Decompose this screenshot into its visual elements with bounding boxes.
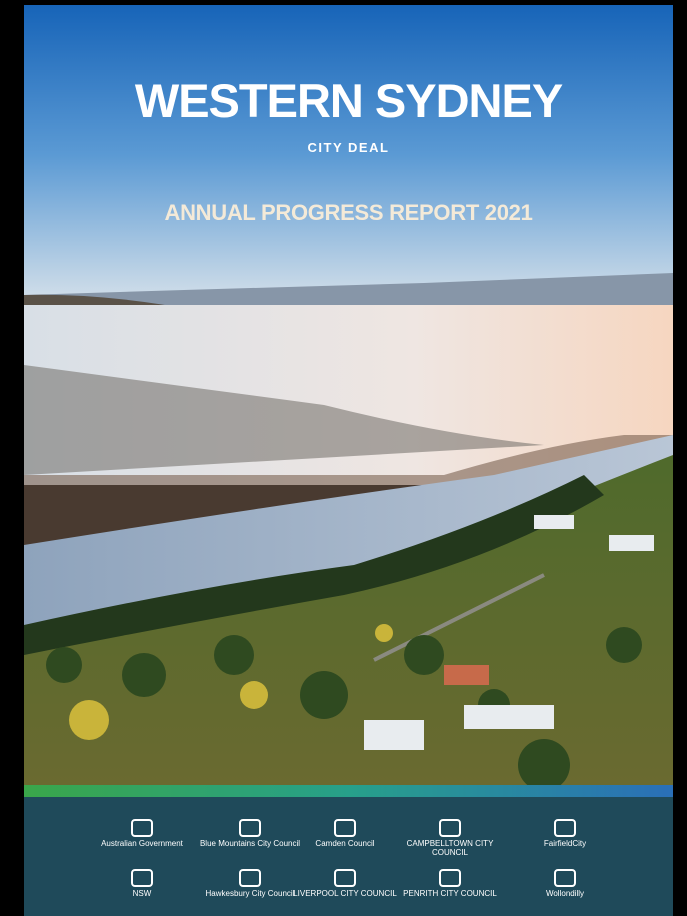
logo-label: FairfieldCity <box>544 839 586 848</box>
council-logo: CAMPBELLTOWN CITY COUNCIL <box>395 819 505 857</box>
logo-icon <box>131 819 153 837</box>
logo-icon <box>554 869 576 887</box>
color-stripe <box>24 785 673 797</box>
logo-band: Australian Government Blue Mountains City… <box>24 797 673 916</box>
logo-label: Hawkesbury City Council <box>206 889 295 898</box>
logo-icon <box>239 869 261 887</box>
council-logo: NSW <box>87 869 197 898</box>
council-logo: Blue Mountains City Council <box>195 819 305 848</box>
council-logo: Australian Government <box>87 819 197 848</box>
report-cover: WESTERN SYDNEY CITY DEAL ANNUAL PROGRESS… <box>24 5 673 916</box>
logo-label: Australian Government <box>101 839 183 848</box>
logo-label: NSW <box>133 889 152 898</box>
logo-icon <box>334 819 356 837</box>
logo-icon <box>554 819 576 837</box>
logo-label: CAMPBELLTOWN CITY COUNCIL <box>407 839 494 857</box>
report-title: ANNUAL PROGRESS REPORT 2021 <box>24 200 673 226</box>
logo-icon <box>334 869 356 887</box>
logo-icon <box>239 819 261 837</box>
logo-label: Wollondilly <box>546 889 584 898</box>
logo-icon <box>439 869 461 887</box>
page: WESTERN SYDNEY CITY DEAL ANNUAL PROGRESS… <box>0 0 687 916</box>
council-logo: PENRITH CITY COUNCIL <box>395 869 505 898</box>
logo-label: LIVERPOOL CITY COUNCIL <box>293 889 397 898</box>
title: WESTERN SYDNEY <box>24 73 673 128</box>
logo-icon <box>131 869 153 887</box>
subtitle: CITY DEAL <box>24 140 673 155</box>
council-logo: LIVERPOOL CITY COUNCIL <box>290 869 400 898</box>
logo-label: Blue Mountains City Council <box>200 839 300 848</box>
council-logo: Hawkesbury City Council <box>195 869 305 898</box>
logo-label: PENRITH CITY COUNCIL <box>403 889 497 898</box>
logo-label: Camden Council <box>315 839 374 848</box>
council-logo: FairfieldCity <box>510 819 620 848</box>
council-logo: Camden Council <box>290 819 400 848</box>
logo-icon <box>439 819 461 837</box>
council-logo: Wollondilly <box>510 869 620 898</box>
